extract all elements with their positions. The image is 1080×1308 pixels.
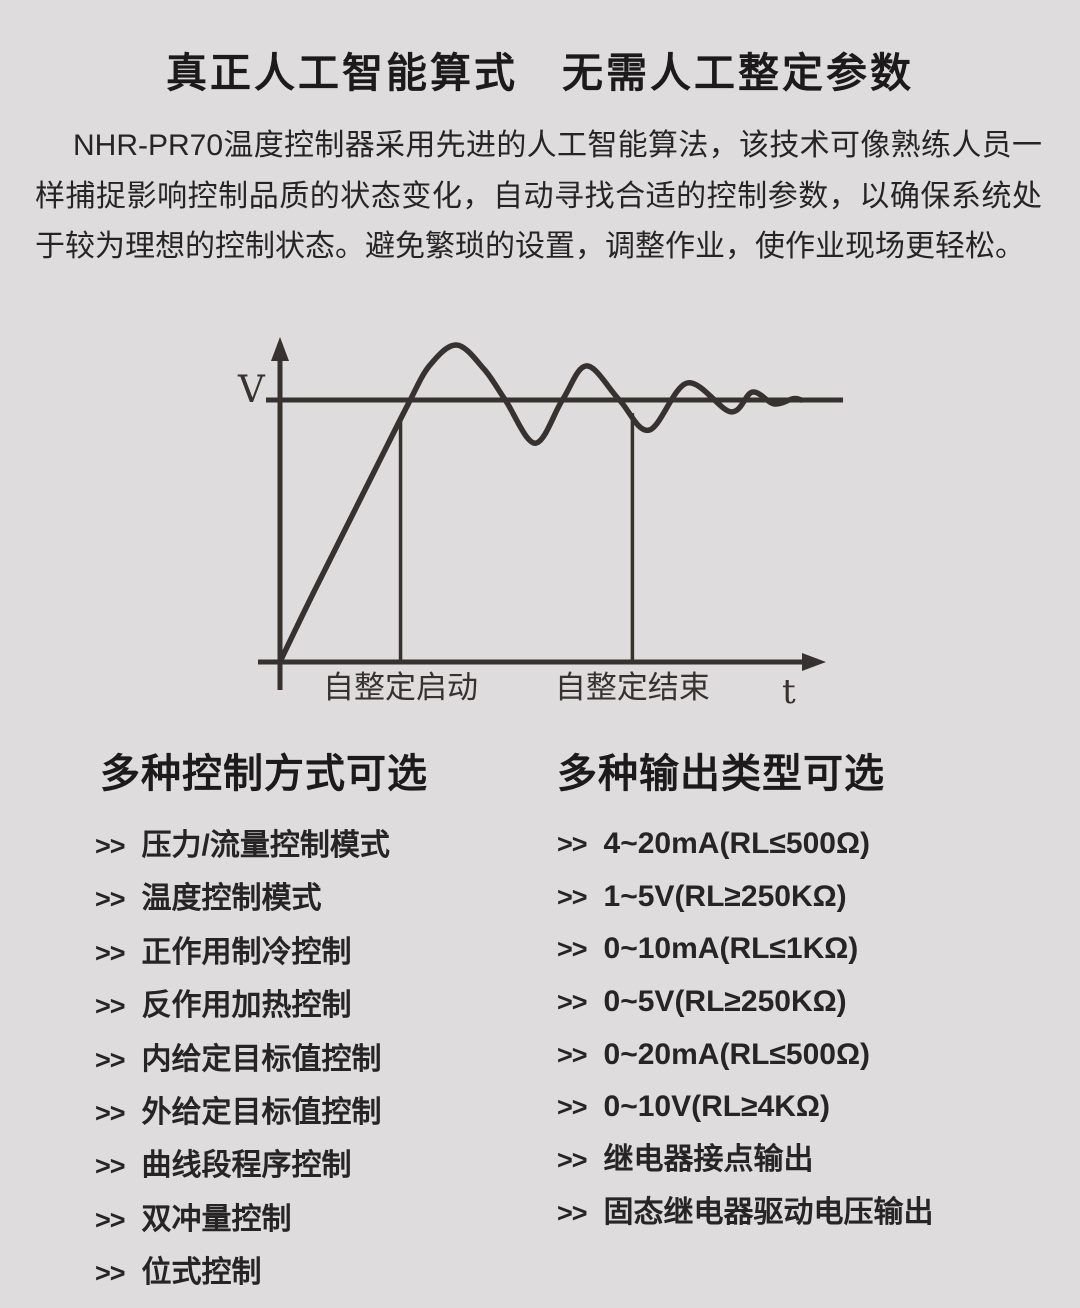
double-chevron-marker: >> [557, 1197, 588, 1228]
response-curve [278, 342, 805, 663]
list-item-label: 压力/流量控制模式 [141, 829, 390, 862]
list-item-label: 位式控制 [141, 1256, 262, 1290]
list-item-label: 温度控制模式 [141, 882, 322, 916]
double-chevron-marker: >> [95, 831, 126, 861]
list-item: >> 0~20mA(RL≤500Ω) [557, 1037, 934, 1071]
x-axis-label: t [782, 672, 796, 712]
double-chevron-marker: >> [95, 1258, 126, 1289]
list-item: >> 4~20mA(RL≤500Ω) [557, 827, 934, 860]
list-item: >> 温度控制模式 [95, 882, 390, 916]
list-item: >> 双冲量控制 [95, 1202, 390, 1236]
double-chevron-marker: >> [95, 1097, 126, 1128]
list-item: >> 曲线段程序控制 [95, 1149, 390, 1183]
x-axis-arrow-icon [802, 653, 826, 671]
list-item-label: 0~10mA(RL≤1KΩ) [603, 932, 859, 966]
double-chevron-marker: >> [557, 829, 588, 859]
double-chevron-marker: >> [95, 884, 126, 915]
list-item: >> 反作用加热控制 [95, 989, 390, 1023]
autotune-chart-svg: 自整定启动 自整定结束 Vt [237, 337, 843, 712]
double-chevron-marker: >> [557, 1092, 588, 1123]
annotation-label: 自整定结束 [555, 670, 710, 706]
double-chevron-marker: >> [95, 1151, 126, 1182]
list-item-label: 0~20mA(RL≤500Ω) [603, 1037, 871, 1071]
list-item: >> 0~5V(RL≥250KΩ) [557, 985, 934, 1019]
list-item: >> 0~10mA(RL≤1KΩ) [557, 932, 934, 966]
double-chevron-marker: >> [557, 1145, 588, 1176]
list-item: >> 内给定目标值控制 [95, 1042, 390, 1076]
annotation-label: 自整定启动 [323, 670, 478, 706]
y-axis-label: V [237, 368, 266, 411]
double-chevron-marker: >> [95, 1204, 126, 1235]
double-chevron-marker: >> [557, 1039, 588, 1070]
control-modes-title: 多种控制方式可选 [100, 752, 428, 796]
double-chevron-marker: >> [95, 991, 126, 1022]
output-types-list: >> 4~20mA(RL≤500Ω) >> 1~5V(RL≥250KΩ) >> … [557, 829, 934, 1228]
list-item-label: 内给定目标值控制 [141, 1042, 382, 1076]
double-chevron-marker: >> [557, 881, 588, 912]
list-item: >> 0~10V(RL≥4KΩ) [557, 1090, 934, 1124]
double-chevron-marker: >> [557, 987, 588, 1018]
list-item-label: 外给定目标值控制 [141, 1095, 382, 1129]
list-item-label: 0~5V(RL≥250KΩ) [603, 985, 847, 1019]
list-item-label: 继电器接点输出 [603, 1143, 814, 1177]
list-item: >> 1~5V(RL≥250KΩ) [557, 879, 934, 913]
y-axis-arrow-icon [271, 337, 289, 361]
list-item-label: 1~5V(RL≥250KΩ) [603, 879, 847, 913]
list-item-label: 反作用加热控制 [141, 989, 352, 1023]
list-item: >> 位式控制 [95, 1256, 390, 1290]
list-item: >> 正作用制冷控制 [95, 935, 390, 969]
output-types-title: 多种输出类型可选 [557, 752, 885, 796]
list-item: >> 压力/流量控制模式 [95, 829, 390, 862]
double-chevron-marker: >> [95, 1044, 126, 1075]
intro-paragraph: NHR-PR70温度控制器采用先进的人工智能算法，该技术可像熟练人员一样捕捉影响… [35, 129, 1042, 263]
list-item-label: 4~20mA(RL≤500Ω) [603, 827, 871, 860]
double-chevron-marker: >> [95, 937, 126, 968]
list-item-label: 正作用制冷控制 [141, 935, 352, 969]
list-item: >> 固态继电器驱动电压输出 [557, 1195, 934, 1229]
double-chevron-marker: >> [557, 934, 588, 965]
list-item-label: 双冲量控制 [141, 1202, 292, 1236]
list-item: >> 继电器接点输出 [557, 1143, 934, 1177]
page-title: 真正人工智能算式 无需人工整定参数 [166, 50, 914, 96]
list-item-label: 固态继电器驱动电压输出 [603, 1195, 934, 1229]
list-item: >> 外给定目标值控制 [95, 1095, 390, 1129]
list-item-label: 0~10V(RL≥4KΩ) [603, 1090, 830, 1124]
list-item-label: 曲线段程序控制 [141, 1149, 352, 1183]
control-modes-list: >> 压力/流量控制模式 >> 温度控制模式 >> 正作用制冷控制 >> 反作用… [95, 829, 390, 1290]
